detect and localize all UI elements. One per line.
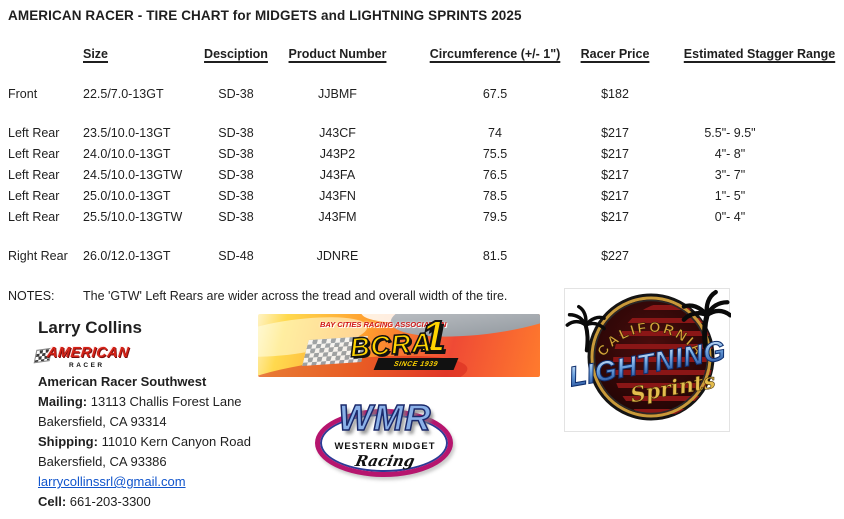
- contact-company: American Racer Southwest: [38, 374, 207, 389]
- cell-size: 22.5/7.0-13GT: [83, 87, 164, 101]
- cell-size: 25.0/10.0-13GT: [83, 189, 171, 203]
- table-row: Left Rear 25.5/10.0-13GTW SD-38 J43FM 79.5 $2…: [0, 210, 840, 227]
- bcra-association-text: BAY CITIES RACING ASSOCIATION: [320, 320, 447, 329]
- cell-product_number: J43P2: [319, 147, 356, 161]
- cell-size: 25.5/10.0-13GTW: [83, 210, 183, 224]
- cell-racer_price: $217: [601, 147, 629, 161]
- bcra-number-one: 1: [420, 314, 447, 362]
- tire-table-header: Size Desciption Product Number Circumfer…: [0, 47, 840, 61]
- cell-stagger: 5.5"- 9.5": [704, 126, 756, 140]
- cell-product_number: J43FM: [318, 210, 357, 224]
- contact-block: Larry Collins American Racer Southwest M…: [38, 318, 251, 512]
- contact-cell: Cell: 661-203-3300: [38, 494, 151, 509]
- cell-product_number: JDNRE: [316, 249, 359, 263]
- cell-stagger: 3"- 7": [714, 168, 746, 182]
- cell-racer_price: $217: [601, 168, 629, 182]
- cell-description: SD-38: [218, 147, 254, 161]
- cell-product_number: J43CF: [319, 126, 356, 140]
- header-spacer: [8, 47, 83, 61]
- cell-position: Left Rear: [8, 147, 60, 161]
- contact-name: Larry Collins: [38, 318, 142, 337]
- contact-shipping: Shipping: 11010 Kern Canyon Road: [38, 434, 251, 449]
- table-row: Right Rear 26.0/12.0-13GT SD-48 JDNRE 81.5 $2…: [0, 249, 840, 266]
- cell-stagger: [645, 249, 840, 266]
- cell-position: Right Rear: [8, 249, 68, 263]
- cell-circumference: 75.5: [482, 147, 508, 161]
- cell-circumference: 81.5: [482, 249, 508, 263]
- cell-stagger: 0"- 4": [714, 210, 746, 224]
- cell-circumference: 74: [488, 126, 502, 140]
- lightning-sprints-svg: CALIFORNIA LIGHTNING Sprints: [565, 289, 731, 421]
- column-header-product-number: Product Number: [288, 47, 387, 61]
- cell-circumference: 76.5: [482, 168, 508, 182]
- notes-label: NOTES:: [8, 289, 55, 303]
- column-header-size: Size: [83, 47, 109, 61]
- column-header-circumference: Circumference (+/- 1"): [429, 47, 561, 61]
- cell-position: Left Rear: [8, 189, 60, 203]
- wmr-racing-text: Racing: [353, 452, 417, 470]
- american-racer-logo: AMERICAN RACER: [33, 345, 143, 376]
- cell-description: SD-48: [218, 249, 254, 263]
- cell-position: Left Rear: [8, 126, 60, 140]
- contact-mailing: Mailing: 13113 Challis Forest Lane: [38, 394, 242, 409]
- cell-circumference: 67.5: [482, 87, 508, 101]
- table-row: Front 22.5/7.0-13GT SD-38 JJBMF 67.5 $182: [0, 87, 840, 104]
- bcra-logo: BAY CITIES RACING ASSOCIATION 1 SINCE 19…: [258, 314, 540, 377]
- cell-size: 23.5/10.0-13GT: [83, 126, 171, 140]
- cell-position: Left Rear: [8, 210, 60, 224]
- column-header-racer-price: Racer Price: [580, 47, 650, 61]
- cell-position: Front: [8, 87, 38, 101]
- american-racer-logo-word: AMERICAN: [46, 345, 130, 361]
- cell-racer_price: $227: [601, 249, 629, 263]
- wmr-western-midget-text: WESTERN MIDGET: [334, 441, 436, 452]
- cell-stagger: 4"- 8": [714, 147, 746, 161]
- wmr-acronym: WMR: [338, 396, 432, 439]
- table-row: Left Rear 25.0/10.0-13GT SD-38 J43FN 78.5 $21…: [0, 189, 840, 206]
- bcra-since-text: SINCE 1939: [393, 360, 439, 368]
- cell-circumference: 78.5: [482, 189, 508, 203]
- email-link[interactable]: larrycollinssrl@gmail.com: [38, 474, 186, 489]
- cell-racer_price: $217: [601, 210, 629, 224]
- contact-email-line: larrycollinssrl@gmail.com: [38, 472, 251, 492]
- cell-racer_price: $217: [601, 126, 629, 140]
- cell-size: 24.5/10.0-13GTW: [83, 168, 183, 182]
- notes-text: The 'GTW' Left Rears are wider across th…: [83, 289, 508, 303]
- cell-racer_price: $217: [601, 189, 629, 203]
- contact-mailing-city: Bakersfield, CA 93314: [38, 414, 167, 429]
- cell-description: SD-38: [218, 126, 254, 140]
- cell-racer_price: $182: [601, 87, 629, 101]
- cell-position: Left Rear: [8, 168, 60, 182]
- wmr-oval-ring: [315, 409, 453, 477]
- cell-size: 24.0/10.0-13GT: [83, 147, 171, 161]
- cell-description: SD-38: [218, 87, 254, 101]
- cell-description: SD-38: [218, 210, 254, 224]
- cell-stagger: 1"- 5": [714, 189, 746, 203]
- column-header-description: Desciption: [204, 47, 268, 61]
- cell-circumference: 79.5: [482, 210, 508, 224]
- cell-product_number: J43FN: [319, 189, 356, 203]
- cell-description: SD-38: [218, 189, 254, 203]
- table-row: Left Rear 24.0/10.0-13GT SD-38 J43P2 75.5 $21…: [0, 147, 840, 164]
- bcra-acronym: BCRA: [348, 326, 433, 363]
- cell-stagger: [645, 87, 840, 104]
- page-title: AMERICAN RACER - TIRE CHART for MIDGETS …: [8, 8, 522, 23]
- cell-product_number: JJBMF: [318, 87, 357, 101]
- cell-product_number: J43FA: [319, 168, 356, 182]
- wmr-logo: WMR WESTERN MIDGET Racing: [313, 396, 457, 480]
- california-lightning-sprints-logo: CALIFORNIA LIGHTNING Sprints: [564, 288, 730, 432]
- contact-shipping-city: Bakersfield, CA 93386: [38, 454, 167, 469]
- cell-size: 26.0/12.0-13GT: [83, 249, 171, 263]
- table-row: Left Rear 23.5/10.0-13GT SD-38 J43CF 74 $217 5…: [0, 126, 840, 143]
- table-row: Left Rear 24.5/10.0-13GTW SD-38 J43FA 76.5 $2…: [0, 168, 840, 185]
- cell-description: SD-38: [218, 168, 254, 182]
- notes-row: NOTES: The 'GTW' Left Rears are wider acr…: [8, 289, 507, 303]
- column-header-stagger-range: Estimated Stagger Range: [683, 47, 836, 61]
- american-racer-logo-sub: RACER: [69, 362, 105, 369]
